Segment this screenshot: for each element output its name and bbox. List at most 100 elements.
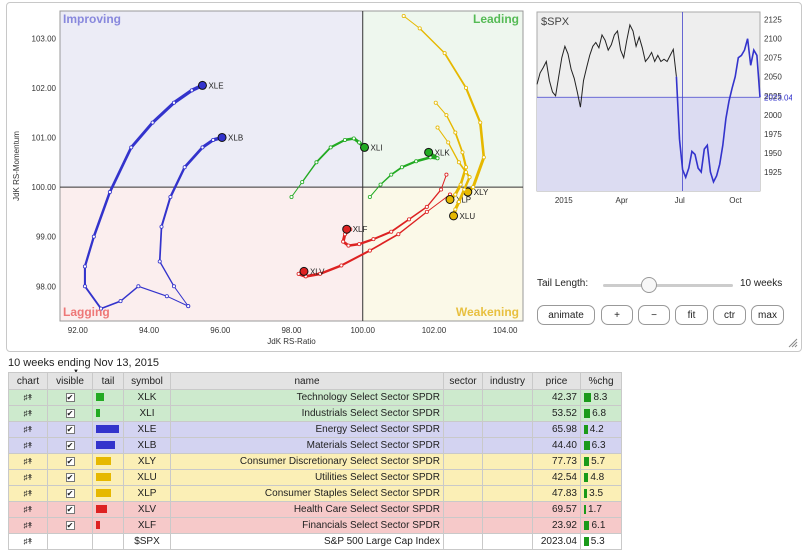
- sector-cell: [443, 469, 483, 486]
- pct-change-cell: 6.8: [580, 405, 622, 422]
- table-row[interactable]: ♯↟ ✔ XLB Materials Select Sector SPDR 44.40 6…: [8, 437, 622, 454]
- col-header-visible[interactable]: visible: [47, 372, 93, 390]
- sector-cell: [443, 405, 483, 422]
- table-row[interactable]: ♯↟ ✔ XLP Consumer Staples Select Sector SPD…: [8, 485, 622, 502]
- table-row[interactable]: ♯↟ ✔ XLF Financials Select Sector SPDR 23.92…: [8, 517, 622, 534]
- chart-link-icon[interactable]: ♯↟: [23, 425, 34, 434]
- chart-cell[interactable]: ♯↟: [8, 405, 48, 422]
- pct-change-value: 1.7: [588, 504, 602, 515]
- chart-cell[interactable]: ♯↟: [8, 421, 48, 438]
- visible-checkbox[interactable]: ✔: [65, 472, 75, 482]
- center-button[interactable]: ctr: [713, 305, 746, 325]
- col-header-pct-change[interactable]: %chg: [580, 372, 622, 390]
- quadrant-weakening: [362, 187, 523, 321]
- chart-link-icon[interactable]: ♯↟: [23, 473, 34, 482]
- tail-point-xlp: [453, 192, 458, 197]
- chart-link-icon[interactable]: ♯↟: [23, 489, 34, 498]
- col-header-tail[interactable]: tail: [92, 372, 124, 390]
- sector-cell: [443, 389, 483, 406]
- table-row[interactable]: ♯↟ ✔ XLY Consumer Discretionary Select Sect…: [8, 453, 622, 470]
- tail-swatch: [96, 505, 108, 514]
- tail-point-xly: [442, 51, 447, 56]
- tail-segment-xlf: [426, 188, 442, 208]
- chart-cell[interactable]: ♯↟: [8, 517, 48, 534]
- chart-cell[interactable]: ♯↟: [8, 501, 48, 518]
- pct-change-bar: [584, 456, 590, 466]
- zoom-in-button[interactable]: +: [601, 305, 633, 325]
- table-row[interactable]: ♯↟ ✔ XLU Utilities Select Sector SPDR 42.54 4…: [8, 469, 622, 486]
- tail-length-slider-knob[interactable]: [640, 277, 657, 293]
- industry-cell: [482, 501, 533, 518]
- tail-swatch: [96, 425, 119, 434]
- price-cell: 44.40: [532, 437, 581, 454]
- chart-link-icon[interactable]: ♯↟: [23, 521, 34, 530]
- chart-link-icon[interactable]: ♯↟: [23, 441, 34, 450]
- chart-link-icon[interactable]: ♯↟: [23, 537, 34, 546]
- visible-checkbox[interactable]: ✔: [65, 504, 75, 514]
- chart-cell[interactable]: ♯↟: [8, 469, 48, 486]
- chart-link-icon[interactable]: ♯↟: [23, 505, 34, 514]
- pct-change-cell: 5.3: [580, 533, 622, 550]
- tail-segment-xle: [151, 101, 176, 125]
- tail-segment-xlp: [454, 131, 464, 154]
- tail-swatch: [96, 489, 112, 498]
- col-header-sector[interactable]: sector: [443, 372, 483, 390]
- visible-checkbox[interactable]: ✔: [65, 392, 75, 402]
- chart-cell[interactable]: ♯↟: [8, 485, 48, 502]
- table-row[interactable]: ♯↟ ✔ XLE Energy Select Sector SPDR 65.98 4.2: [8, 421, 622, 438]
- visible-checkbox[interactable]: ✔: [65, 424, 75, 434]
- zoom-out-button[interactable]: −: [638, 305, 670, 325]
- col-header-industry[interactable]: industry: [482, 372, 533, 390]
- tail-segment-xle: [108, 146, 133, 194]
- tail-point-xli: [342, 137, 347, 142]
- table-row[interactable]: ♯↟ $SPX S&P 500 Large Cap Index 2023.04 5.3: [8, 533, 622, 550]
- rrg-chart[interactable]: 92.00 94.00 96.00 98.00 100.00 102.00 104.00 98…: [7, 3, 803, 353]
- chart-link-icon[interactable]: ♯↟: [23, 457, 34, 466]
- tail-point-xli: [300, 180, 305, 185]
- visible-checkbox[interactable]: ✔: [65, 520, 75, 530]
- tail-point-xli: [314, 160, 319, 165]
- tail-point-xlu: [462, 187, 467, 192]
- spx-x-tick-label: Jul: [675, 196, 685, 205]
- point-label-xlp: XLP: [456, 195, 471, 204]
- chart-link-icon[interactable]: ♯↟: [23, 409, 34, 418]
- col-header-price[interactable]: price: [532, 372, 581, 390]
- chart-cell[interactable]: ♯↟: [8, 389, 48, 406]
- spx-title: $SPX: [541, 16, 570, 28]
- tail-length-slider-track[interactable]: [603, 284, 733, 287]
- tail-segment-xlv: [304, 272, 322, 278]
- col-header-chart[interactable]: chart: [8, 372, 48, 390]
- fit-button[interactable]: fit: [675, 305, 708, 325]
- visible-checkbox[interactable]: ✔: [65, 408, 75, 418]
- tail-segment-xlv: [397, 211, 428, 235]
- chart-cell[interactable]: ♯↟: [8, 437, 48, 454]
- spx-price-line-highlight: [675, 38, 761, 185]
- tail-point-xlb: [200, 145, 205, 150]
- table-row[interactable]: ♯↟ ✔ XLI Industrials Select Sector SPDR 53.5…: [8, 405, 622, 422]
- pct-change-bar: [584, 536, 589, 546]
- tail-segment-xlv: [318, 264, 343, 276]
- table-row[interactable]: ♯↟ ✔ XLK Technology Select Sector SPDR 42.37…: [8, 389, 622, 406]
- chart-link-icon[interactable]: ♯↟: [23, 393, 34, 402]
- tail-segment-xlf: [408, 206, 428, 221]
- tail-point-xlk: [435, 156, 440, 161]
- point-label-xlf: XLF: [353, 225, 368, 234]
- max-button[interactable]: max: [751, 305, 784, 325]
- tail-point-xlv: [317, 271, 322, 276]
- animate-button[interactable]: animate: [537, 305, 595, 325]
- col-header-symbol[interactable]: symbol: [123, 372, 171, 390]
- tail-swatch: [96, 393, 104, 402]
- chart-cell[interactable]: ♯↟: [8, 453, 48, 470]
- tail-cell: [92, 533, 124, 550]
- visible-checkbox[interactable]: ✔: [65, 440, 75, 450]
- chart-cell[interactable]: ♯↟: [8, 533, 48, 550]
- visible-checkbox[interactable]: ✔: [65, 488, 75, 498]
- quadrant-lagging: [60, 187, 363, 321]
- visible-checkbox[interactable]: ✔: [65, 456, 75, 466]
- table-row[interactable]: ♯↟ ✔ XLV Health Care Select Sector SPDR 69.5…: [8, 501, 622, 518]
- tail-point-xly: [401, 13, 406, 18]
- x-tick-label: 92.00: [68, 326, 89, 335]
- col-header-name[interactable]: name: [170, 372, 444, 390]
- resize-grip-icon[interactable]: [788, 338, 798, 348]
- y-tick-label: 99.00: [36, 233, 57, 242]
